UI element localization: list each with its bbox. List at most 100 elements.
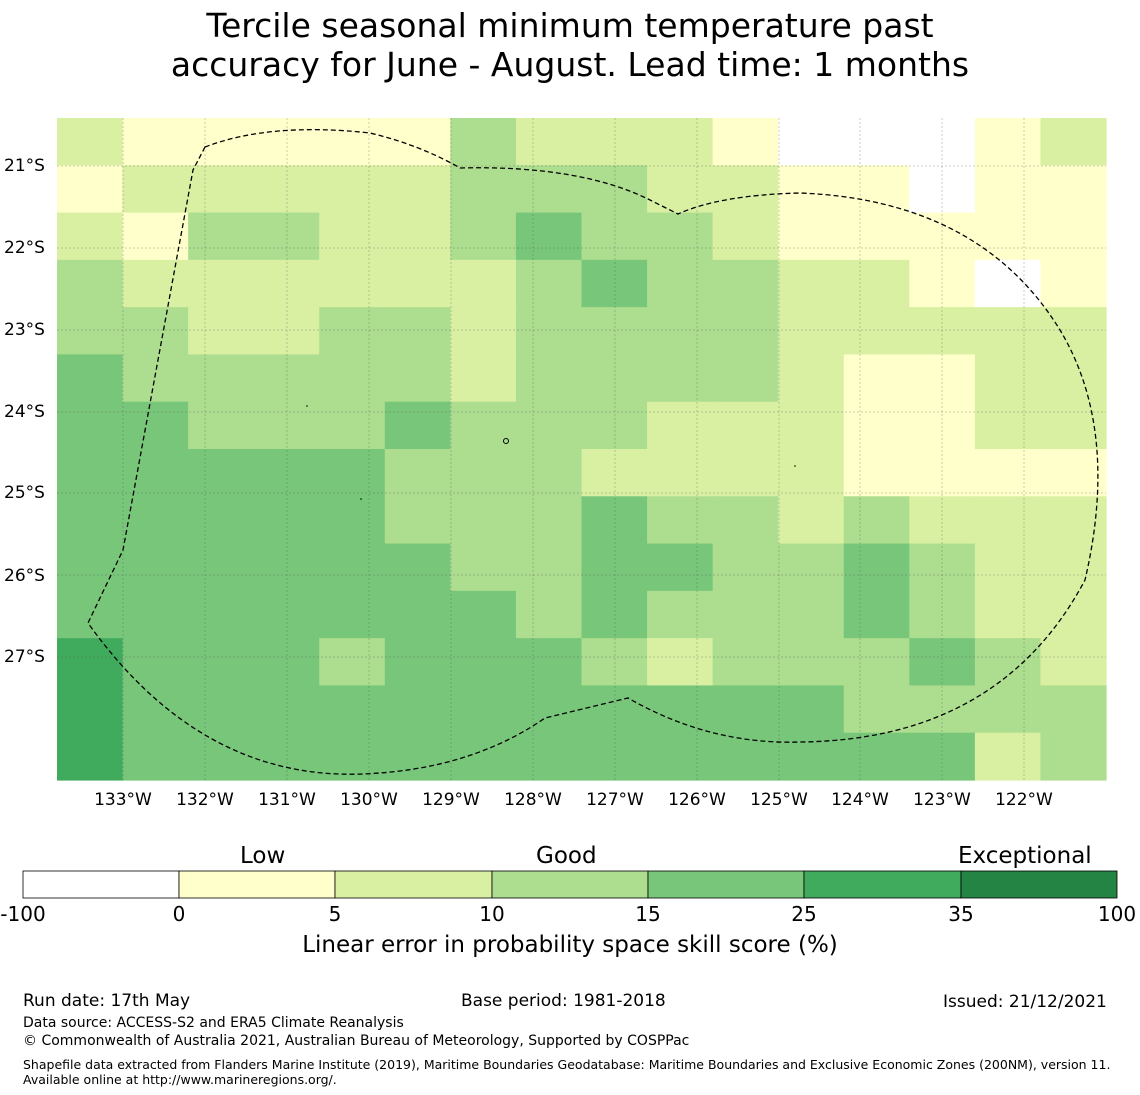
skill-cell <box>122 638 189 687</box>
skill-cell <box>253 212 320 261</box>
skill-cell <box>319 449 386 497</box>
skill-cell <box>384 307 451 356</box>
skill-cell <box>384 590 451 639</box>
skill-cell <box>384 449 451 497</box>
island-marker-2 <box>306 405 308 407</box>
skill-cell <box>843 732 910 781</box>
skill-cell <box>581 212 648 261</box>
skill-cell <box>843 543 910 592</box>
skill-cell <box>974 354 1042 403</box>
skill-cell <box>515 449 583 497</box>
skill-cell <box>450 354 517 403</box>
skill-cell <box>909 496 976 545</box>
skill-cell <box>319 118 386 166</box>
title-line-1: Tercile seasonal minimum temperature pas… <box>206 6 934 45</box>
colorbar-title: Linear error in probability space skill … <box>302 932 838 958</box>
skill-cell <box>974 401 1042 450</box>
skill-cell <box>384 638 451 687</box>
skill-cell <box>909 401 976 450</box>
skill-cell <box>253 165 320 214</box>
skill-cell <box>647 212 714 261</box>
lon-label: 124°W <box>831 790 889 810</box>
skill-cell <box>778 212 845 261</box>
skill-cell <box>122 496 189 545</box>
skill-cell <box>57 543 124 592</box>
skill-cell <box>647 354 714 403</box>
skill-cell <box>712 401 779 450</box>
skill-cell <box>778 449 845 497</box>
island-marker-1 <box>503 438 509 444</box>
skill-cell <box>319 307 386 356</box>
island-marker-4 <box>794 465 796 467</box>
skill-cell <box>974 259 1042 308</box>
colorbar-segment <box>334 870 493 899</box>
skill-cell <box>515 543 583 592</box>
lon-label: 122°W <box>995 790 1053 810</box>
skill-cell <box>1040 401 1107 450</box>
colorbar-tick: 0 <box>172 902 186 926</box>
skill-cell <box>974 685 1042 734</box>
skill-cell <box>450 212 517 261</box>
skill-cell <box>909 259 976 308</box>
skill-cell <box>974 496 1042 545</box>
skill-cell <box>122 685 189 734</box>
colorbar-tick: 15 <box>635 902 661 926</box>
skill-cell <box>515 259 583 308</box>
skill-cell <box>778 401 845 450</box>
skill-cell <box>253 496 320 545</box>
skill-cell <box>843 638 910 687</box>
skill-cell <box>909 118 976 166</box>
skill-cell <box>515 496 583 545</box>
skill-cell <box>974 165 1042 214</box>
skill-cell <box>1040 259 1107 308</box>
lat-label: 26°S <box>4 566 45 586</box>
skill-cell <box>188 685 255 734</box>
lat-label: 22°S <box>4 238 45 258</box>
skill-cell <box>712 449 779 497</box>
skill-cell <box>515 685 583 734</box>
colorbar-tick: 100 <box>1097 902 1137 926</box>
skill-cell <box>57 685 124 734</box>
skill-cell <box>450 638 517 687</box>
latitude-labels: 21°S 22°S 23°S 24°S 25°S 26°S 27°S <box>4 156 45 667</box>
skill-cell <box>581 496 648 545</box>
skill-cell <box>1040 449 1107 497</box>
skill-cell <box>515 307 583 356</box>
colorbar-segment <box>178 870 336 899</box>
skill-cell <box>384 259 451 308</box>
skill-cell <box>712 590 779 639</box>
map-gridlines <box>57 118 1106 780</box>
skill-cell <box>647 590 714 639</box>
longitude-labels: 133°W 132°W 131°W 130°W 129°W 128°W 127°… <box>94 790 1053 810</box>
skill-cell <box>319 496 386 545</box>
colorbar-segment <box>647 870 805 899</box>
skill-cell <box>319 732 386 781</box>
skill-cell <box>253 118 320 166</box>
colorbar-tick: 10 <box>479 902 505 926</box>
skill-cell <box>778 118 845 166</box>
skill-cell <box>581 307 648 356</box>
skill-cell <box>515 354 583 403</box>
skill-cell <box>1040 212 1107 261</box>
skill-cell <box>909 590 976 639</box>
skill-cell <box>581 449 648 497</box>
skill-cell <box>712 638 779 687</box>
skill-cell <box>188 401 255 450</box>
skill-cell <box>647 118 714 166</box>
skill-cell <box>909 732 976 781</box>
skill-cell <box>319 401 386 450</box>
lon-label: 133°W <box>94 790 152 810</box>
skill-cell <box>843 165 910 214</box>
skill-cell <box>319 354 386 403</box>
skill-cell <box>843 401 910 450</box>
skill-cell <box>188 543 255 592</box>
skill-cell <box>450 685 517 734</box>
lon-label: 131°W <box>258 790 316 810</box>
colorbar-tick: -100 <box>0 902 46 926</box>
skill-cell <box>843 354 910 403</box>
skill-cell <box>384 401 451 450</box>
colorbar-category-low: Low <box>240 843 286 869</box>
skill-cell <box>450 590 517 639</box>
skill-cell <box>843 259 910 308</box>
skill-cell <box>188 165 255 214</box>
